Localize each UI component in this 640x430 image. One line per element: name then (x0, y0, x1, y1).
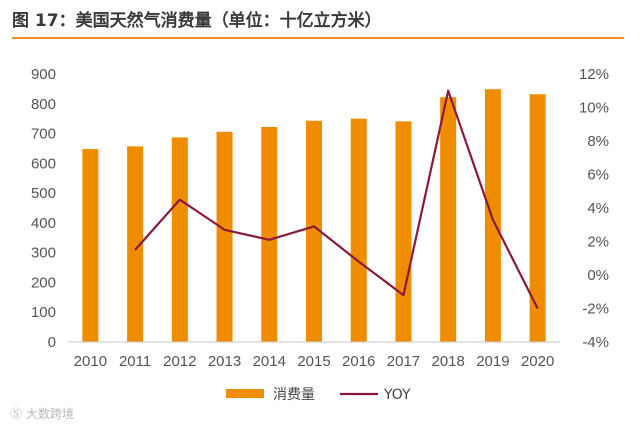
bar (127, 146, 144, 342)
x-tick-label: 2019 (476, 353, 509, 370)
right-tick-label: 0% (587, 267, 609, 284)
left-tick-label: 400 (31, 215, 56, 232)
bar (216, 131, 233, 342)
bar (395, 121, 412, 342)
legend-label-bar: 消费量 (273, 387, 315, 403)
x-tick-label: 2018 (431, 353, 464, 370)
bar (261, 127, 278, 342)
bar (82, 149, 99, 342)
left-axis-ticks: 0 100 200 300 400 500 600 700 800 900 (31, 66, 56, 351)
right-tick-label: 12% (579, 66, 609, 83)
left-tick-label: 500 (31, 185, 56, 202)
legend-label-line: YOY (383, 387, 411, 403)
x-tick-label: 2010 (74, 353, 107, 370)
left-tick-label: 300 (31, 245, 56, 262)
right-tick-label: 6% (587, 167, 609, 184)
x-tick-label: 2015 (297, 353, 330, 370)
x-axis-ticks: 2010 2011 2012 2013 2014 2015 2016 2017 2018 2019… (74, 353, 555, 370)
right-tick-label: 2% (587, 234, 609, 251)
legend-swatch-bar (226, 389, 264, 398)
bar (171, 137, 188, 342)
right-tick-label: 10% (579, 100, 609, 117)
bar (484, 89, 501, 342)
x-tick-label: 2014 (253, 353, 286, 370)
bar (306, 120, 322, 342)
left-tick-label: 600 (31, 155, 56, 172)
watermark: Ⓢ 大数跨境 (10, 407, 74, 421)
left-tick-label: 100 (31, 304, 56, 321)
x-tick-label: 2013 (208, 353, 241, 370)
left-tick-label: 800 (31, 96, 56, 113)
left-tick-label: 0 (48, 334, 56, 351)
title-underline (12, 37, 624, 39)
yoy-line (134, 89, 539, 309)
left-tick-label: 900 (31, 66, 56, 83)
right-tick-label: 8% (587, 133, 609, 150)
x-tick-label: 2020 (521, 353, 554, 370)
right-tick-label: -4% (582, 334, 609, 351)
x-tick-label: 2017 (387, 353, 420, 370)
x-tick-label: 2012 (163, 353, 196, 370)
x-tick-label: 2016 (342, 353, 375, 370)
bar (350, 118, 367, 343)
legend: 消费量 YOY (226, 387, 411, 403)
x-tick-label: 2011 (119, 353, 151, 370)
right-tick-label: 4% (587, 200, 609, 217)
right-tick-label: -2% (582, 301, 609, 318)
right-axis-ticks: -4% -2% 0% 2% 4% 6% 8% 10% 12% (579, 66, 609, 351)
chart-title: 图 17：美国天然气消费量（单位：十亿立方米） (12, 11, 382, 31)
bar (440, 97, 457, 342)
left-tick-label: 700 (31, 126, 56, 143)
left-tick-label: 200 (31, 274, 56, 291)
bar-series (82, 89, 546, 343)
bar (529, 94, 546, 342)
